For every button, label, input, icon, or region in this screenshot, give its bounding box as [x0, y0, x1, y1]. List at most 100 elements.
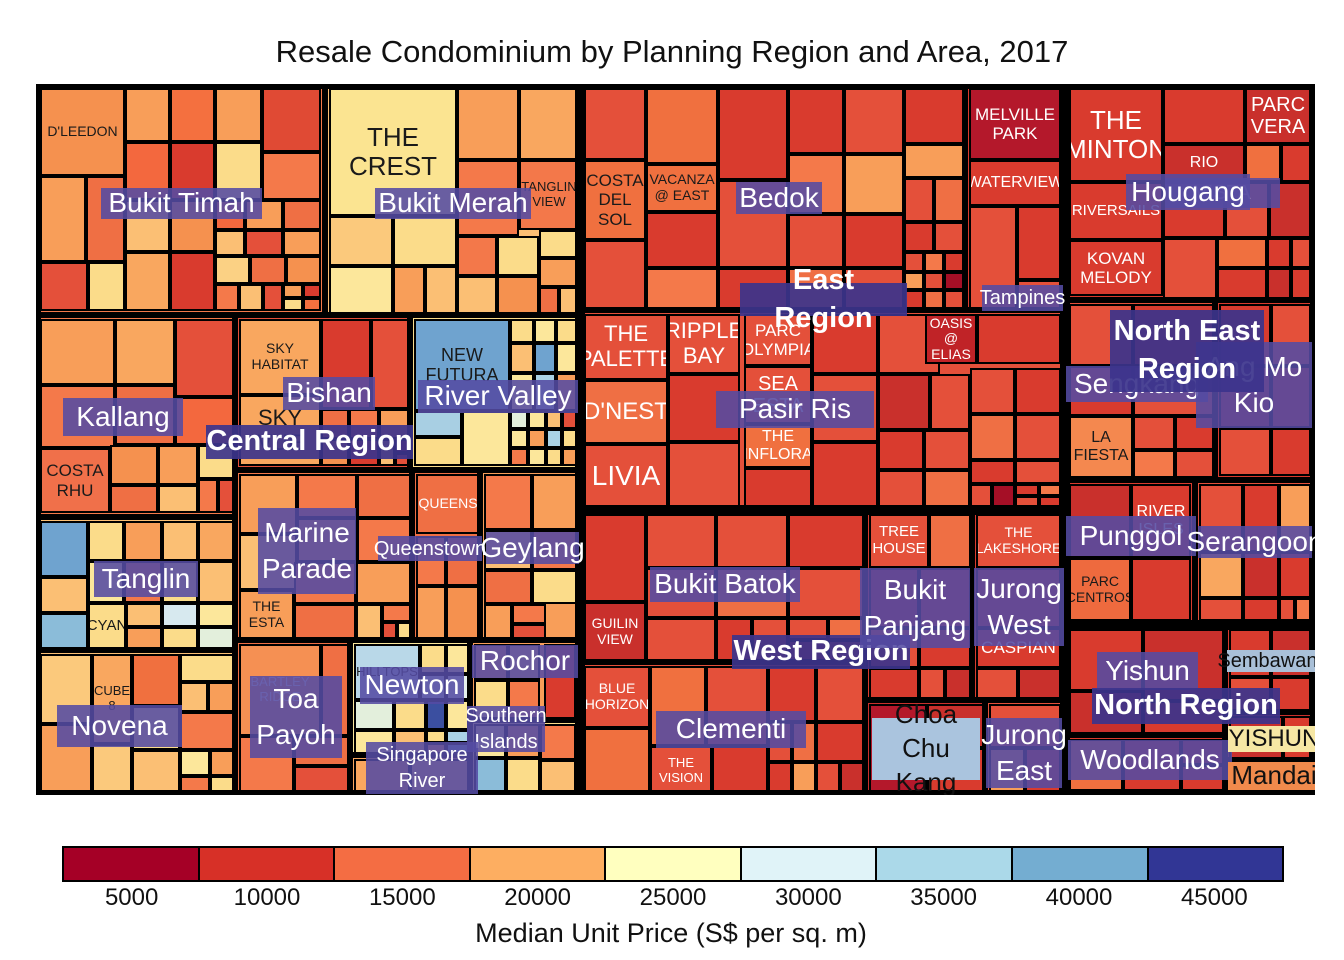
treemap-tile	[294, 604, 356, 640]
treemap-tile	[1267, 238, 1291, 268]
treemap-tile	[110, 445, 158, 485]
treemap-tile	[977, 314, 1061, 364]
treemap-tile	[1133, 416, 1175, 450]
treemap-tile	[1295, 598, 1311, 621]
treemap-tile	[198, 479, 218, 513]
treemap-tile	[584, 88, 646, 160]
treemap-tile	[934, 178, 965, 222]
treemap-tile	[929, 514, 972, 568]
colorbar-block	[741, 848, 878, 880]
treemap-tile	[474, 758, 506, 795]
treemap-tile	[462, 411, 510, 466]
area-label: Sembawang	[1217, 650, 1315, 672]
treemap-tile	[250, 256, 286, 284]
treemap-tile	[1015, 460, 1061, 484]
colorbar-tick-label: 20000	[504, 884, 572, 911]
treemap-tile	[1219, 428, 1271, 476]
area-label: Bukit Batok	[650, 567, 800, 602]
treemap-tile	[158, 445, 198, 485]
treemap-tile	[668, 442, 740, 508]
treemap-tile	[506, 758, 540, 795]
treemap-tile	[208, 682, 235, 712]
treemap-tile	[210, 776, 235, 795]
treemap-tile	[970, 414, 1015, 460]
treemap-tile	[844, 214, 904, 268]
treemap-tile	[510, 319, 534, 343]
project-tile: THE PALETTE	[584, 314, 668, 380]
treemap-tile	[124, 521, 162, 561]
treemap-tile	[484, 604, 512, 640]
treemap-tile	[484, 570, 532, 604]
treemap-tile	[878, 470, 924, 508]
project-tile: D'LEEDON	[40, 88, 125, 176]
treemap-tile	[329, 266, 393, 315]
area-label: Hougang	[1126, 174, 1250, 210]
treemap-tile	[457, 276, 497, 315]
treemap-tile	[924, 470, 970, 508]
treemap-tile	[1267, 268, 1291, 300]
treemap-tile	[210, 750, 235, 776]
area-label: YISHUN	[1228, 725, 1315, 752]
treemap-tile	[992, 484, 1015, 508]
treemap-tile	[1015, 368, 1061, 414]
treemap-tile	[215, 256, 250, 284]
treemap-tile	[646, 88, 718, 164]
colorbar-block	[606, 848, 742, 880]
area-label: Mandai	[1228, 760, 1315, 790]
treemap-tile	[132, 750, 180, 795]
treemap-tile	[170, 88, 215, 142]
treemap-tile	[878, 374, 930, 430]
treemap-tile	[1291, 238, 1311, 268]
treemap-tile	[539, 258, 579, 287]
region-label: Central Region	[206, 425, 413, 459]
treemap-tile	[584, 514, 646, 602]
treemap-tile	[245, 230, 283, 256]
treemap-tile	[414, 411, 462, 437]
area-label: Tanglin	[94, 561, 198, 597]
treemap-tile	[303, 284, 321, 298]
project-tile: LIVIA	[584, 444, 668, 508]
area-label: Marine Parade	[258, 508, 356, 594]
treemap-tile	[446, 586, 480, 640]
treemap-tile	[356, 562, 412, 604]
treemap-tile	[945, 668, 972, 700]
treemap-tile	[1163, 238, 1217, 300]
treemap-tile	[356, 604, 382, 640]
project-tile: TREE HOUSE	[869, 514, 929, 568]
treemap-tile	[239, 284, 263, 311]
treemap-tile	[1281, 144, 1311, 182]
treemap-tile	[397, 622, 412, 640]
project-tile: RIPPLE BAY	[668, 314, 740, 374]
treemap-tile	[718, 88, 788, 180]
treemap-tile	[646, 618, 716, 662]
project-tile: MELVILLE PARK	[969, 88, 1061, 160]
colorbar-block	[470, 848, 607, 880]
colorbar-block	[877, 848, 1013, 880]
project-tile: THE LAKESHORE	[976, 514, 1061, 568]
treemap-tile	[180, 750, 210, 776]
treemap-tile	[457, 236, 497, 276]
treemap-tile	[215, 88, 262, 142]
treemap-tile	[132, 654, 180, 706]
region-label: North East Region	[1110, 310, 1264, 392]
treemap: D'LEEDON THE CREST TANGLIN VIEW COSTA RHU SK…	[36, 84, 1315, 795]
area-label: Pasir Ris	[716, 391, 874, 428]
colorbar	[62, 846, 1284, 882]
area-label: Singapore River	[366, 742, 478, 794]
treemap-tile	[1217, 268, 1267, 300]
area-label: Tampines	[979, 285, 1066, 311]
treemap-tile	[40, 262, 88, 311]
area-label: Rochor	[472, 645, 578, 678]
treemap-tile	[1243, 598, 1279, 621]
colorbar-block	[64, 848, 200, 880]
treemap-tile	[162, 603, 198, 627]
treemap-tile	[198, 521, 235, 561]
treemap-tile	[294, 766, 350, 795]
area-label: River Valley	[418, 380, 578, 413]
treemap-tile	[329, 216, 393, 266]
treemap-tile	[382, 604, 412, 622]
colorbar-tick-label: 15000	[368, 884, 436, 911]
treemap-tile	[1271, 428, 1311, 476]
area-label: Bukit Timah	[101, 187, 262, 219]
project-tile: QUEENS	[416, 474, 480, 534]
